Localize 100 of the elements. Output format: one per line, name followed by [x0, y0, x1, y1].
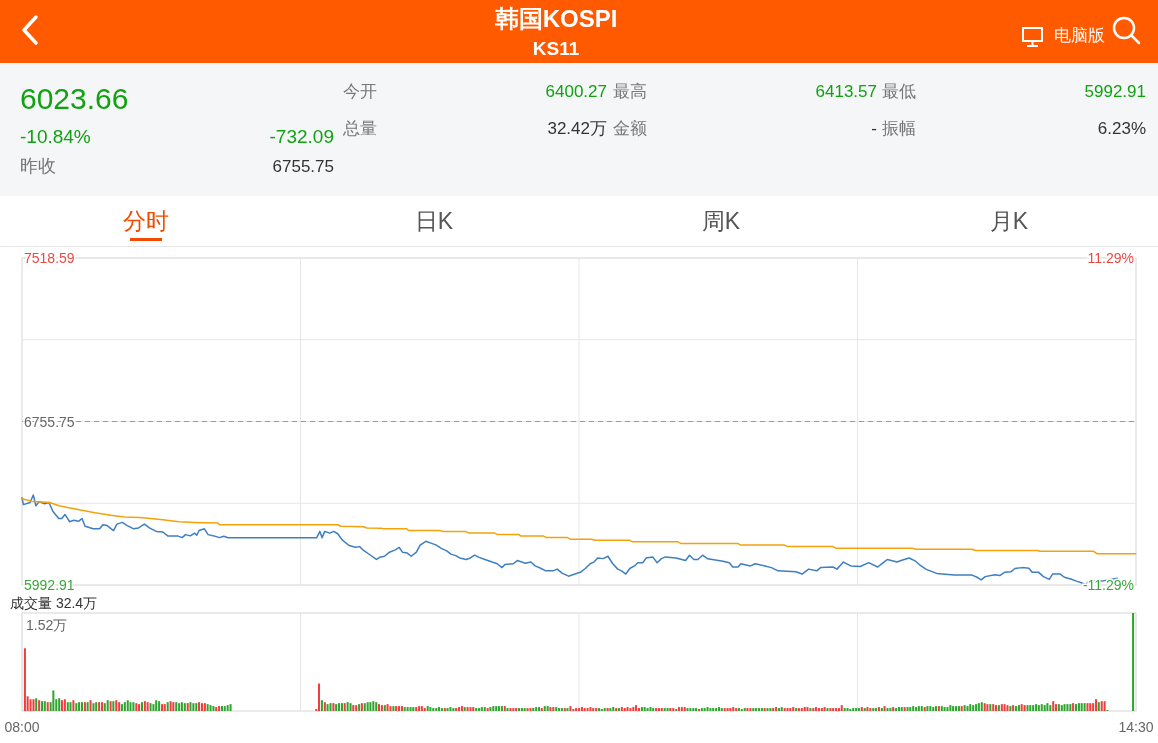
bar: [512, 708, 515, 711]
bar: [369, 702, 372, 711]
bar: [29, 699, 32, 711]
bar: [966, 706, 969, 711]
bar: [1103, 701, 1106, 711]
bar: [586, 708, 589, 711]
bar: [680, 707, 683, 711]
x-tick-label: 08:00: [4, 719, 40, 735]
bar: [129, 702, 132, 711]
bar: [1032, 705, 1035, 711]
bar: [123, 702, 126, 711]
bar: [209, 705, 212, 711]
text: 总量: [342, 118, 377, 138]
bar: [192, 703, 195, 711]
y-tick-label: 5992.91: [24, 577, 75, 593]
bar: [372, 701, 375, 711]
text: 最高: [613, 81, 647, 101]
bar: [912, 706, 915, 711]
bar: [706, 707, 709, 711]
y-tick-label: 7518.59: [24, 250, 75, 266]
bar: [715, 708, 718, 711]
bar: [712, 708, 715, 711]
bar: [732, 707, 735, 711]
bar: [832, 708, 835, 711]
y2-tick-label: -11.29%: [1082, 577, 1134, 593]
x-tick-label: 14:30: [1118, 719, 1154, 735]
bar: [649, 707, 652, 711]
bar: [429, 707, 432, 711]
bar: [577, 708, 581, 711]
text: 振幅: [882, 118, 916, 138]
bar: [366, 702, 369, 711]
text: 金额: [613, 118, 647, 138]
bar: [23, 648, 26, 711]
bar: [589, 707, 592, 711]
text: 韩国KOSPI: [493, 4, 618, 32]
bar: [943, 707, 946, 711]
text: 电脑版: [1053, 25, 1105, 45]
bar: [703, 708, 706, 711]
text: 5992.91: [1084, 81, 1146, 101]
bar: [800, 708, 803, 711]
line-series: [21, 498, 1137, 555]
bar: [535, 707, 538, 711]
text: 昨收: [20, 156, 56, 176]
bar: [1043, 705, 1046, 711]
bar: [643, 707, 646, 711]
bar: [946, 707, 949, 711]
bar: [646, 708, 649, 711]
bar: [949, 705, 952, 711]
bar: [1089, 703, 1092, 711]
bar: [1060, 705, 1063, 711]
bar: [1046, 703, 1049, 711]
text: 日K: [414, 208, 454, 234]
text: -732.09: [269, 125, 334, 147]
bar: [909, 707, 912, 711]
bar: [786, 708, 789, 711]
text: -: [871, 118, 877, 138]
bar: [1040, 704, 1043, 711]
bar: [1063, 704, 1066, 711]
bar: [1029, 705, 1032, 711]
bar: [635, 705, 638, 711]
text: KS11: [532, 37, 580, 59]
bar: [155, 700, 158, 711]
chart-title: 成交量 32.4万: [10, 595, 98, 611]
text: 今开: [343, 81, 377, 101]
bar: [318, 683, 321, 711]
text: 周K: [701, 208, 741, 234]
bar: [803, 707, 806, 711]
bar: [592, 708, 595, 711]
text: 最低: [882, 81, 916, 101]
bar: [492, 706, 495, 711]
bar: [629, 708, 632, 711]
text: 6755.75: [272, 156, 334, 176]
bar: [929, 706, 932, 711]
bar: [692, 708, 695, 711]
bar: [229, 704, 232, 711]
bar: [580, 707, 583, 711]
bar: [729, 708, 732, 711]
bar: [223, 706, 226, 711]
bar: [820, 708, 823, 711]
text: 分时: [123, 208, 169, 234]
bar: [126, 700, 129, 711]
text: 6400.27: [545, 81, 607, 101]
bar: [1092, 703, 1095, 711]
bar: [583, 708, 586, 711]
text: 6.23%: [1097, 118, 1146, 138]
text: -10.84%: [20, 125, 91, 147]
text: 32.42万: [547, 118, 607, 138]
annotation: 1.52万: [26, 617, 68, 633]
y-tick-label: 6755.75: [24, 413, 75, 430]
y2-tick-label: 11.29%: [1087, 250, 1134, 266]
bar: [952, 706, 955, 711]
bar: [626, 707, 629, 711]
bar: [432, 708, 435, 711]
bar: [1066, 704, 1069, 711]
bar: [409, 707, 412, 711]
bar: [709, 708, 712, 711]
bar: [835, 708, 838, 711]
bar: [789, 708, 792, 711]
bar: [689, 708, 692, 711]
bar: [837, 708, 841, 711]
